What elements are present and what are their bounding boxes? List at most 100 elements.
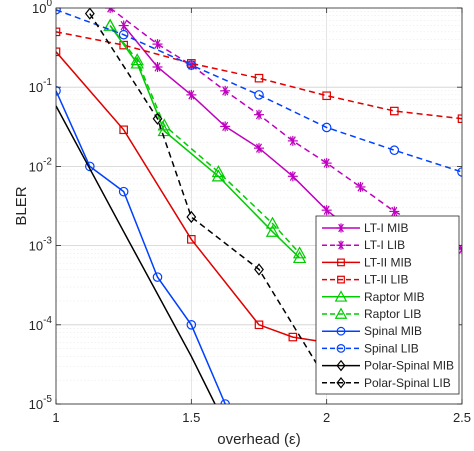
marker-circle — [118, 29, 129, 40]
series-line — [56, 9, 462, 173]
marker-triangle — [265, 224, 280, 237]
marker-square — [390, 106, 399, 116]
legend-label: LT-II LIB — [364, 273, 408, 287]
legend-entry: LT-II LIB — [322, 273, 408, 287]
marker-square — [56, 47, 61, 57]
marker-diamond — [84, 8, 95, 20]
marker-triangle — [334, 307, 348, 319]
marker-star — [105, 8, 116, 13]
marker-square — [254, 320, 264, 330]
legend-label: Spinal MIB — [364, 324, 422, 338]
series-polar-spinal-mib — [56, 105, 216, 404]
legend-label: LT-I MIB — [364, 221, 408, 235]
series-line — [89, 13, 328, 381]
marker-star — [321, 158, 332, 169]
marker-circle — [336, 326, 346, 336]
marker-triangle — [334, 290, 348, 302]
legend-label: Polar-Spinal MIB — [364, 359, 454, 373]
y-tick-label: 10-3 — [29, 236, 53, 254]
legend: LT-I MIB LT-I LIB LT-II MIB LT-II LIB Raptor… — [315, 215, 460, 395]
marker-star — [254, 143, 264, 154]
marker-star — [220, 85, 231, 96]
y-tick-label: 10-5 — [29, 394, 53, 412]
y-tick-label: 100 — [32, 0, 52, 16]
marker-star — [186, 89, 197, 100]
marker-diamond — [152, 112, 163, 125]
marker-star — [220, 121, 231, 132]
marker-star — [152, 39, 163, 50]
marker-circle — [389, 145, 400, 156]
marker-square — [254, 73, 264, 83]
marker-square — [56, 27, 61, 37]
marker-square — [119, 125, 128, 135]
legend-label: Spinal LIB — [364, 341, 419, 355]
plot-frame — [55, 7, 463, 405]
series-line — [56, 105, 216, 404]
marker-circle — [56, 8, 61, 15]
marker-square — [187, 235, 196, 244]
x-tick-label: 1.5 — [182, 410, 200, 425]
marker-triangle — [130, 53, 144, 66]
marker-square — [119, 40, 128, 50]
y-tick-label: 10-1 — [29, 77, 53, 95]
marker-triangle — [265, 216, 280, 229]
legend-label: LT-I LIB — [364, 238, 405, 252]
marker-star — [389, 206, 400, 217]
marker-triangle — [103, 18, 117, 31]
marker-diamond — [336, 377, 346, 389]
marker-circle — [254, 90, 264, 100]
legend-entry: Polar-Spinal MIB — [322, 359, 454, 373]
x-tick-label: 2 — [323, 410, 330, 425]
x-axis-label: overhead (ε) — [217, 431, 300, 448]
marker-star — [287, 171, 298, 182]
series-raptor-lib — [103, 18, 307, 259]
legend-label: Raptor LIB — [364, 307, 421, 321]
legend-entry: Spinal MIB — [322, 324, 422, 338]
legend-entry: Raptor MIB — [322, 290, 425, 304]
marker-star — [254, 109, 264, 120]
y-tick-label: 10-2 — [29, 156, 53, 174]
series-polar-spinal-lib — [84, 8, 332, 387]
series-line — [109, 25, 301, 254]
marker-triangle — [157, 118, 171, 131]
marker-star — [321, 205, 332, 216]
legend-label: Raptor MIB — [364, 290, 425, 304]
marker-square — [322, 91, 331, 101]
marker-circle — [321, 122, 332, 133]
marker-square — [288, 332, 298, 342]
legend-label: LT-II MIB — [364, 255, 412, 269]
marker-square — [337, 258, 345, 267]
legend-entry: LT-II MIB — [322, 255, 412, 269]
x-tick-label: 1 — [52, 410, 59, 425]
marker-circle — [186, 319, 197, 330]
axis-ticks: 1 1.5 2 2.5 100 10-1 10-2 10-3 10-4 10-5 — [29, 0, 471, 425]
marker-circle — [85, 161, 95, 172]
marker-triangle — [211, 165, 226, 178]
marker-triangle — [130, 56, 144, 69]
marker-circle — [152, 272, 163, 282]
series-line — [56, 90, 227, 404]
marker-circle — [336, 344, 346, 353]
marker-circle — [118, 186, 129, 197]
legend-entry: LT-I MIB — [322, 221, 408, 235]
series-layer — [56, 8, 462, 404]
y-axis-label: BLER — [13, 186, 30, 225]
marker-star — [152, 61, 163, 72]
marker-star — [118, 20, 129, 31]
marker-circle — [186, 60, 197, 70]
marker-triangle — [292, 246, 307, 259]
legend-label: Polar-Spinal LIB — [364, 376, 451, 390]
marker-star — [336, 240, 346, 250]
marker-diamond — [254, 263, 264, 276]
legend-entry: Polar-Spinal LIB — [322, 376, 451, 390]
marker-diamond — [186, 210, 197, 224]
marker-square — [337, 275, 345, 284]
marker-circle — [56, 86, 61, 96]
legend-entry: LT-I LIB — [322, 238, 405, 252]
y-tick-label: 10-4 — [29, 315, 53, 333]
marker-star — [287, 135, 298, 146]
marker-star — [336, 223, 346, 233]
legend-entry: Raptor LIB — [322, 307, 421, 321]
marker-diamond — [336, 359, 346, 372]
